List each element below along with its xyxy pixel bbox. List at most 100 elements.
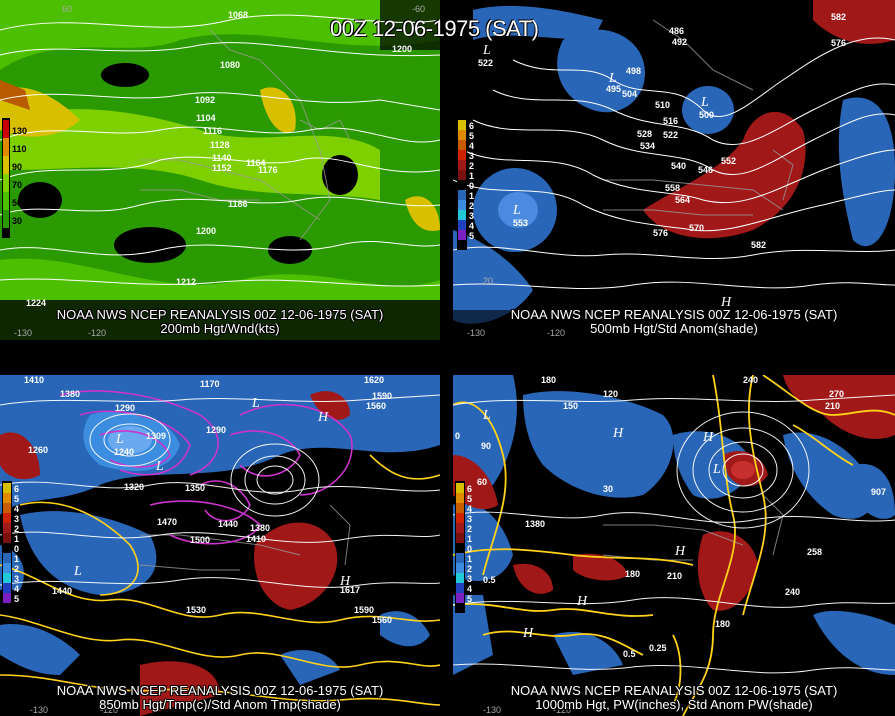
lon-tick: -130 (14, 328, 32, 338)
contour-label: 1212 (176, 277, 196, 287)
lon-tick: -130 (467, 328, 485, 338)
contour-label: 0.5 (483, 575, 496, 585)
legend-label: 4 (467, 584, 472, 594)
high-center-marker: H (522, 626, 534, 641)
legend-label: 3 (14, 574, 19, 584)
legend-label: 1 (467, 534, 472, 544)
contour-label: 546 (698, 165, 713, 175)
legend-label: 5 (467, 594, 472, 604)
low-center-marker: L (73, 564, 82, 579)
contour-label: 210 (825, 401, 840, 411)
contour-label: 1440 (52, 586, 72, 596)
contour-label: 1260 (28, 445, 48, 455)
contour-label: 564 (675, 195, 690, 205)
contour-label: 1560 (372, 615, 392, 625)
lat-tick: 20 (483, 276, 493, 286)
panel-850mb: L L L H H L 1410 1380 1290 1260 1170 129… (0, 375, 440, 716)
contour-label: 534 (640, 141, 655, 151)
legend-label: 3 (14, 514, 19, 524)
contour-label: 1500 (190, 535, 210, 545)
contour-label: 1440 (218, 519, 238, 529)
legend-label: 30 (12, 216, 22, 226)
high-center-marker: H (612, 426, 624, 441)
contour-label: 495 (606, 84, 621, 94)
panel-field-caption: 1000mb Hgt, PW(inches), Std Anom PW(shad… (535, 697, 813, 712)
panel-source-caption: NOAA NWS NCEP REANALYSIS 00Z 12-06-1975 … (510, 683, 838, 698)
legend-850mb: 6 5 4 3 2 1 0 1 2 3 4 5 (2, 481, 19, 613)
legend-label: 5 (469, 131, 474, 141)
contour-label: 1380 (250, 523, 270, 533)
legend-label: 4 (469, 221, 474, 231)
contour-label: 0.25 (649, 643, 667, 653)
map-850mb: L L L H H L 1410 1380 1290 1260 1170 129… (0, 375, 440, 716)
contour-label: 553 (513, 218, 528, 228)
high-center-marker: H (720, 295, 732, 310)
contour-label: 1560 (366, 401, 386, 411)
contour-label: 1164 (246, 158, 266, 168)
legend-200mb: 130 110 90 70 50 30 (2, 118, 27, 238)
low-center-marker: L (251, 396, 260, 411)
contour-label: 180 (625, 569, 640, 579)
contour-label: 258 (807, 547, 822, 557)
map-200mb: 1068 1080 1092 1104 1116 1128 1140 1152 … (0, 0, 440, 340)
contour-label: 30 (603, 484, 613, 494)
contour-label: 1290 (206, 425, 226, 435)
contour-label: 0 (455, 431, 460, 441)
legend-label: 2 (467, 524, 472, 534)
legend-label: 1 (14, 554, 19, 564)
low-center-marker: L (482, 408, 491, 423)
panel-source-caption: NOAA NWS NCEP REANALYSIS 00Z 12-06-1975 … (510, 307, 838, 322)
legend-label: 6 (467, 484, 472, 494)
low-center-marker: L (608, 71, 617, 86)
contour-label: 150 (563, 401, 578, 411)
contour-label: 552 (721, 156, 736, 166)
contour-label: 582 (831, 12, 846, 22)
legend-label: 4 (469, 141, 474, 151)
contour-label: 90 (481, 441, 491, 451)
legend-label: 110 (12, 144, 27, 154)
contour-label: 907 (871, 487, 886, 497)
contour-label: 1309 (146, 431, 166, 441)
contour-label: 1176 (258, 165, 278, 175)
legend-label: 6 (14, 484, 19, 494)
legend-label: 90 (12, 162, 22, 172)
legend-label: 70 (12, 180, 22, 190)
contour-label: 576 (831, 38, 846, 48)
contour-label: 1350 (185, 483, 205, 493)
contour-label: 270 (829, 389, 844, 399)
lon-tick: -120 (88, 328, 106, 338)
panel-500mb: L L L L H 486 492 498 504 510 516 522 52… (453, 0, 895, 340)
contour-label: 1170 (200, 379, 220, 389)
legend-label: 2 (14, 564, 19, 574)
legend-label: 5 (469, 231, 474, 241)
contour-label: 1068 (228, 10, 248, 20)
legend-500mb: 6 5 4 3 2 1 0 1 2 3 4 5 (457, 118, 474, 250)
legend-label: 4 (14, 504, 19, 514)
contour-label: 486 (669, 26, 684, 36)
contour-label: 1186 (228, 199, 248, 209)
panel-source-caption: NOAA NWS NCEP REANALYSIS 00Z 12-06-1975 … (56, 683, 384, 698)
high-center-marker: H (702, 430, 714, 445)
legend-label: 1 (467, 554, 472, 564)
lon-tick: -120 (100, 705, 118, 715)
contour-label: 1410 (24, 375, 44, 385)
legend-label: 0 (14, 544, 19, 554)
legend-1000mb: 6 5 4 3 2 1 0 1 2 3 4 5 (455, 481, 472, 613)
contour-label: 1470 (157, 517, 177, 527)
legend-label: 0 (467, 544, 472, 554)
contour-label: 1152 (212, 163, 232, 173)
contour-label: 210 (667, 571, 682, 581)
legend-label: 1 (469, 191, 474, 201)
contour-label: 1116 (203, 126, 222, 136)
lat-tick: 60 (62, 4, 72, 14)
contour-label: 240 (785, 587, 800, 597)
contour-label: 500 (699, 110, 714, 120)
lon-tick: -120 (547, 328, 565, 338)
contour-label: 120 (603, 389, 618, 399)
low-center-marker: L (115, 432, 124, 447)
panel-source-caption: NOAA NWS NCEP REANALYSIS 00Z 12-06-1975 … (56, 307, 384, 322)
legend-label: 3 (467, 514, 472, 524)
legend-label: 6 (469, 121, 474, 131)
contour-label: 1320 (124, 482, 144, 492)
contour-label: 1224 (26, 298, 46, 308)
